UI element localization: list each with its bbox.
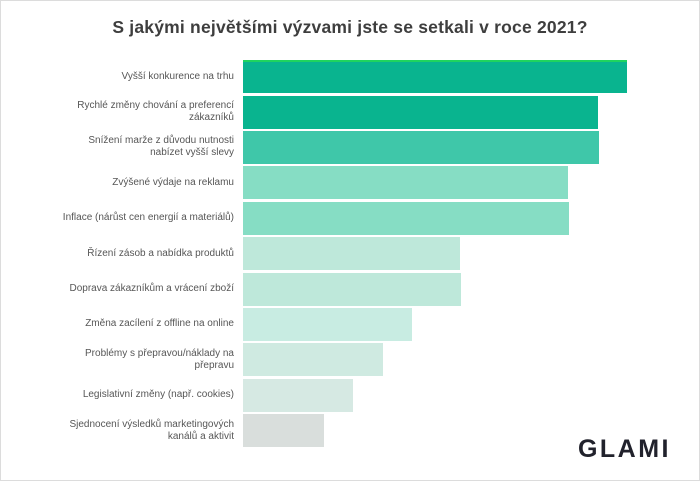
chart-row: Sjednocení výsledků marketingových kanál…: [1, 413, 696, 448]
bar: [243, 95, 599, 129]
chart-row: Rychlé změny chování a preferencí zákazn…: [1, 94, 696, 129]
chart-row: Změna zacílení z offline na online: [1, 307, 696, 342]
bar-label: Doprava zákazníkům a vrácení zboží: [69, 283, 234, 295]
chart-row: Legislativní změny (např. cookies): [1, 378, 696, 413]
bar-label: Sjednocení výsledků marketingových kanál…: [69, 418, 234, 442]
bar-track: [243, 60, 696, 94]
glami-logo: GLAMI: [577, 435, 671, 463]
bar: [243, 414, 325, 448]
bar-track: [243, 378, 696, 412]
bar-label: Rychlé změny chování a preferencí zákazn…: [77, 100, 234, 124]
bar: [243, 378, 354, 412]
bar-label: Změna zacílení z offline na online: [85, 318, 234, 330]
bar-track: [243, 343, 696, 377]
chart-row: Problémy s přepravou/náklady na přepravu: [1, 342, 696, 377]
chart-row: Snížení marže z důvodu nutnosti nabízet …: [1, 130, 696, 165]
chart-row: Inflace (nárůst cen energií a materiálů): [1, 201, 696, 236]
bar-label: Vyšší konkurence na trhu: [121, 70, 234, 82]
bar-label: Legislativní změny (např. cookies): [82, 389, 234, 401]
bar-label: Problémy s přepravou/náklady na přepravu: [85, 347, 234, 371]
bar: [243, 130, 600, 164]
bar-label: Snížení marže z důvodu nutnosti nabízet …: [88, 135, 234, 159]
bar-track: [243, 237, 696, 271]
bar-track: [243, 166, 696, 200]
bar: [243, 237, 460, 271]
bar-track: [243, 201, 696, 235]
bar-track: [243, 307, 696, 341]
bar: [243, 201, 570, 235]
chart-row: Doprava zákazníkům a vrácení zboží: [1, 271, 696, 306]
bar-label: Řízení zásob a nabídka produktů: [87, 247, 234, 259]
bar-track: [243, 272, 696, 306]
bar: [243, 272, 461, 306]
bar: [243, 60, 628, 94]
bar-chart: Vyšší konkurence na trhu Rychlé změny cho…: [1, 59, 696, 448]
chart-row: Řízení zásob a nabídka produktů: [1, 236, 696, 271]
chart-row: Vyšší konkurence na trhu: [1, 59, 696, 94]
bar-label: Zvýšené výdaje na reklamu: [112, 176, 234, 188]
chart-row: Zvýšené výdaje na reklamu: [1, 165, 696, 200]
bar-track: [243, 414, 696, 448]
bar-track: [243, 95, 696, 129]
bar: [243, 166, 568, 200]
bar: [243, 343, 383, 377]
bar-track: [243, 130, 696, 164]
chart-title: S jakými největšími výzvami jste se setk…: [112, 17, 588, 37]
bar-label: Inflace (nárůst cen energií a materiálů): [62, 212, 234, 224]
bar: [243, 307, 412, 341]
